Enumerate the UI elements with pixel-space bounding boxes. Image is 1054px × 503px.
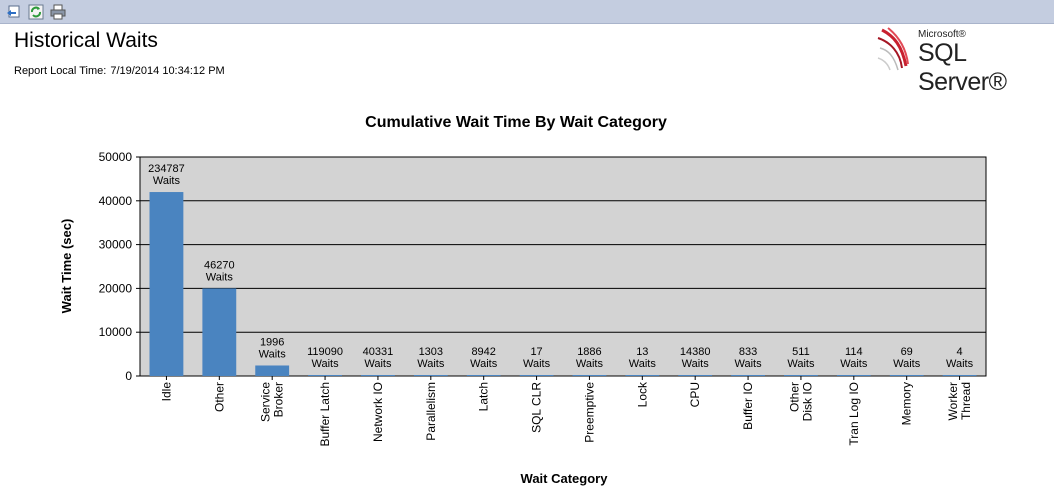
bar-data-label: 40331 — [363, 346, 394, 358]
y-tick-label: 20000 — [99, 281, 133, 295]
bar — [202, 288, 237, 376]
bar-data-label: Waits — [312, 358, 340, 370]
print-button[interactable] — [50, 4, 66, 20]
bar-data-label: Waits — [206, 271, 234, 283]
bar — [466, 375, 501, 376]
bar-data-label: Waits — [629, 358, 657, 370]
bar-data-label: Waits — [893, 358, 921, 370]
back-icon — [7, 5, 20, 17]
report-toolbar — [0, 0, 1054, 24]
bar — [836, 375, 871, 376]
bar — [308, 375, 342, 376]
bar-data-label: 114 — [845, 346, 863, 358]
y-axis-title: Wait Time (sec) — [59, 219, 74, 314]
bar-data-label: Waits — [417, 358, 445, 370]
bar — [361, 375, 395, 376]
bar — [255, 365, 290, 376]
x-category-label: Latch — [477, 382, 491, 411]
bar-data-label: 234787 — [148, 163, 185, 175]
bar-data-label: 1303 — [419, 346, 443, 358]
bar — [942, 375, 977, 376]
bar — [889, 375, 924, 376]
x-category-label: Preemptive — [582, 382, 596, 443]
bar-data-label: Waits — [840, 358, 868, 370]
bar-data-label: Waits — [470, 358, 498, 370]
bar — [413, 375, 448, 376]
bar-data-label: Waits — [259, 348, 287, 360]
bar-data-label: 14380 — [680, 346, 711, 358]
refresh-button[interactable] — [28, 4, 44, 20]
bar-data-label: 13 — [636, 346, 648, 358]
bar-data-label: 833 — [739, 346, 757, 358]
bar — [572, 375, 607, 376]
logo-sql-server-text: SQL Server® — [918, 39, 1007, 96]
sql-server-logo: Microsoft® SQL Server® — [876, 26, 1046, 96]
bar-data-label: Waits — [523, 358, 551, 370]
y-tick-label: 40000 — [99, 194, 133, 208]
x-category-label: SQL CLR — [530, 382, 544, 433]
x-category-label: Memory — [900, 382, 914, 425]
print-icon — [50, 4, 66, 19]
bar — [678, 375, 713, 376]
bar-data-label: 46270 — [204, 259, 235, 271]
bar-data-label: 511 — [792, 346, 810, 358]
x-category-label: Service — [259, 382, 273, 422]
chart-title: Cumulative Wait Time By Wait Category — [365, 114, 667, 131]
x-category-label: Network IO — [371, 382, 385, 442]
x-category-label: Tran Log IO — [847, 382, 861, 446]
x-category-label: Other — [787, 382, 801, 412]
y-tick-label: 50000 — [99, 150, 133, 164]
report-title: Historical Waits — [14, 29, 158, 52]
x-category-label: Thread — [959, 382, 973, 420]
refresh-icon — [28, 4, 44, 19]
x-category-label: Parallelism — [424, 382, 438, 441]
report-local-time: Report Local Time: 7/19/2014 10:34:12 PM — [14, 65, 225, 77]
bar — [731, 375, 765, 376]
bar-data-label: Waits — [364, 358, 392, 370]
bar — [625, 375, 660, 376]
bar — [519, 375, 554, 376]
bar-data-label: 8942 — [471, 346, 495, 358]
bar — [784, 375, 818, 376]
bar-data-label: 119090 — [307, 346, 343, 358]
bar-data-label: Waits — [946, 358, 974, 370]
x-category-label: Broker — [272, 382, 286, 417]
bar-data-label: 69 — [901, 346, 913, 358]
bar — [149, 192, 184, 376]
logo-microsoft-text: Microsoft® — [918, 29, 966, 40]
y-tick-label: 10000 — [99, 325, 133, 339]
bar-data-label: Waits — [153, 175, 181, 187]
x-category-label: Lock — [635, 381, 649, 407]
x-category-label: Idle — [159, 382, 173, 402]
bar-data-label: Waits — [576, 358, 604, 370]
x-category-label: Buffer IO — [741, 382, 755, 430]
sql-server-swoosh-icon — [877, 27, 909, 71]
bar-data-label: 17 — [530, 346, 542, 358]
x-category-label: CPU — [688, 382, 702, 407]
y-tick-label: 30000 — [99, 238, 133, 252]
x-category-label: Disk IO — [800, 382, 814, 421]
x-category-label: Other — [212, 382, 226, 412]
x-category-label: Buffer Latch — [318, 382, 332, 447]
bar-data-label: 1996 — [260, 336, 284, 348]
bar-data-label: Waits — [735, 358, 763, 370]
bar-data-label: Waits — [787, 358, 815, 370]
x-category-label: Worker — [946, 382, 960, 420]
x-axis-title: Wait Category — [521, 471, 609, 486]
bar-data-label: 1886 — [577, 346, 601, 358]
report-time-label: Report Local Time: — [14, 65, 107, 77]
report-time-value: 7/19/2014 10:34:12 PM — [110, 65, 225, 77]
bar-data-label: Waits — [682, 358, 710, 370]
y-tick-label: 0 — [125, 369, 132, 383]
back-button[interactable] — [6, 4, 22, 20]
bar-data-label: 4 — [957, 346, 963, 358]
